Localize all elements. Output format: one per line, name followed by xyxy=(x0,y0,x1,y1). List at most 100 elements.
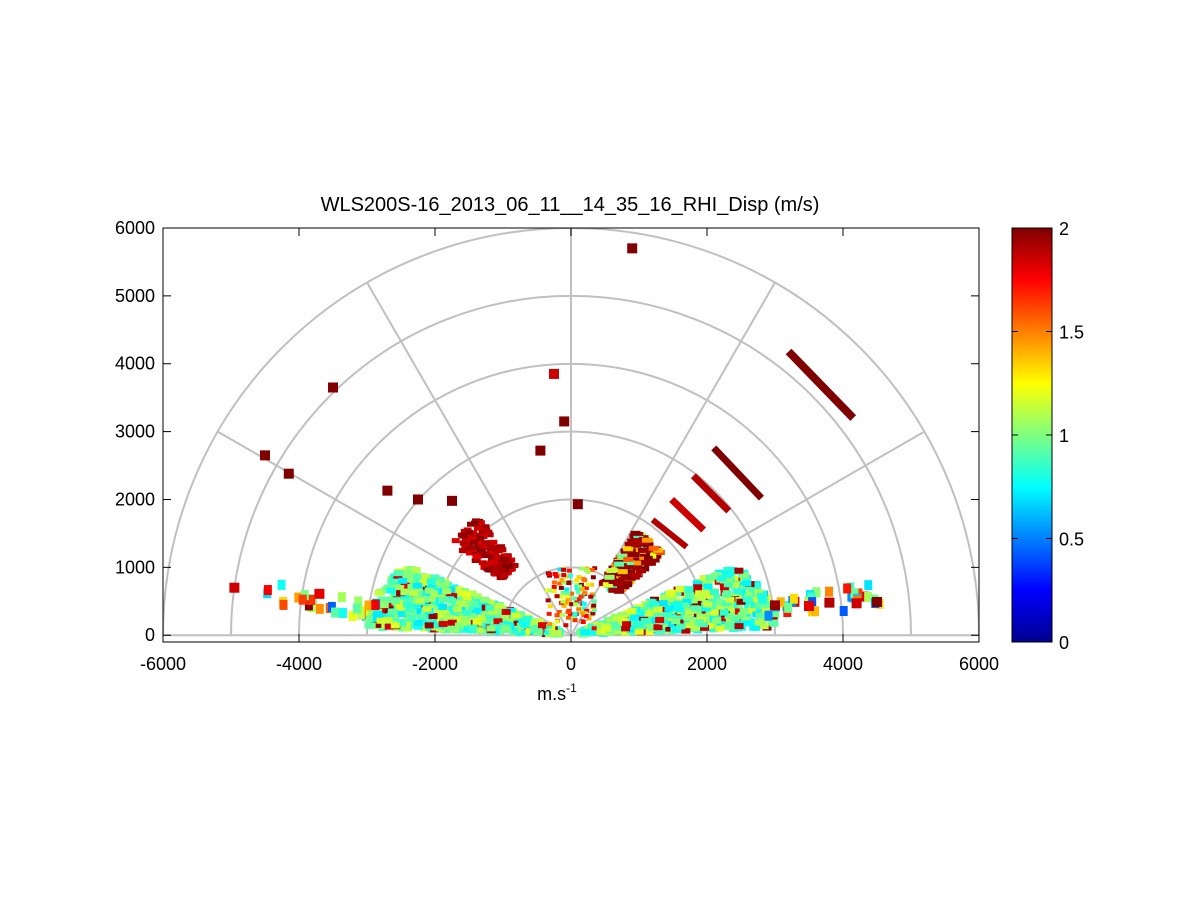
data-cell xyxy=(623,556,634,562)
data-cell xyxy=(476,627,486,634)
data-cell xyxy=(402,601,412,608)
data-cell xyxy=(298,594,307,605)
data-cell xyxy=(750,624,760,631)
x-tick-label: 6000 xyxy=(959,654,999,674)
data-cell xyxy=(468,624,478,631)
x-axis-label-main: m.s xyxy=(537,684,566,704)
data-cell xyxy=(621,625,631,632)
data-cell xyxy=(620,572,631,578)
data-cell xyxy=(641,560,652,566)
data-cell xyxy=(719,609,729,616)
data-cell xyxy=(465,529,474,535)
data-cell xyxy=(479,543,488,549)
data-cell xyxy=(582,611,588,616)
data-cell xyxy=(613,628,623,635)
data-cell xyxy=(580,620,586,625)
data-cell xyxy=(501,624,511,631)
data-cell xyxy=(400,589,410,596)
data-cell xyxy=(404,606,414,613)
data-cell xyxy=(501,608,511,615)
y-tick-label: 6000 xyxy=(115,218,155,238)
streak xyxy=(650,517,689,550)
data-cell xyxy=(294,592,303,603)
data-cell xyxy=(364,622,374,629)
data-cell xyxy=(585,582,591,587)
data-cell xyxy=(575,599,581,604)
data-cell xyxy=(338,607,347,618)
data-cell xyxy=(764,610,773,621)
data-cell xyxy=(404,609,414,616)
data-cell xyxy=(825,586,834,597)
data-cell xyxy=(500,572,509,578)
data-cell xyxy=(758,597,768,604)
data-cell xyxy=(634,628,644,635)
data-cell xyxy=(674,606,684,613)
data-cell xyxy=(674,611,684,618)
y-tick-label: 2000 xyxy=(115,489,155,509)
data-cell xyxy=(509,627,519,634)
data-cell xyxy=(565,598,571,603)
data-cell xyxy=(872,596,882,607)
data-cell xyxy=(471,558,480,564)
data-cell xyxy=(754,601,764,608)
y-tick-label: 3000 xyxy=(115,422,155,442)
data-cell xyxy=(627,538,638,544)
data-cell xyxy=(488,565,497,571)
data-cell xyxy=(495,628,505,635)
data-cell xyxy=(717,575,727,582)
data-cell xyxy=(606,567,617,573)
data-cell xyxy=(445,592,455,599)
data-cell xyxy=(683,614,693,621)
data-cell xyxy=(453,609,463,616)
data-cell xyxy=(740,572,750,579)
data-cell xyxy=(638,547,649,553)
data-cell xyxy=(461,537,470,543)
data-cell xyxy=(716,605,726,612)
data-cell xyxy=(776,597,785,608)
data-cell xyxy=(559,577,565,582)
data-cell xyxy=(565,591,571,596)
data-cell xyxy=(843,583,852,594)
data-cell xyxy=(703,601,713,608)
data-cell xyxy=(426,578,436,585)
data-cell xyxy=(719,584,729,591)
data-cell xyxy=(730,615,740,622)
data-cell xyxy=(572,618,578,623)
data-cell xyxy=(804,601,814,612)
data-cell xyxy=(533,629,543,636)
data-cell xyxy=(422,606,432,613)
data-cell xyxy=(579,611,585,616)
colorbar xyxy=(1011,227,1053,643)
data-cell xyxy=(722,600,732,607)
data-cell xyxy=(462,591,472,598)
data-cell xyxy=(565,574,571,579)
data-cell xyxy=(741,620,751,627)
data-cell xyxy=(709,609,719,616)
data-cell xyxy=(529,622,539,629)
data-cell xyxy=(684,586,694,593)
data-cell xyxy=(412,582,422,589)
data-cell xyxy=(397,610,407,617)
data-cell xyxy=(439,581,449,588)
data-cell xyxy=(520,621,530,628)
data-cell xyxy=(495,547,504,553)
y-tick-label: 5000 xyxy=(115,286,155,306)
data-cell xyxy=(725,596,735,603)
data-cell xyxy=(681,627,691,634)
data-cell xyxy=(372,613,382,620)
data-cell xyxy=(494,559,503,565)
data-cell xyxy=(304,600,313,611)
data-cell xyxy=(503,621,513,628)
data-cell xyxy=(576,575,582,580)
data-cell xyxy=(694,619,704,626)
streak xyxy=(785,348,857,421)
data-cell xyxy=(649,557,660,563)
data-cell xyxy=(421,573,431,580)
data-cell xyxy=(705,622,715,629)
data-cell xyxy=(561,580,567,585)
data-cell xyxy=(560,599,566,604)
data-cell xyxy=(572,611,578,616)
data-cell xyxy=(461,620,471,627)
data-cell xyxy=(260,450,270,461)
data-cell xyxy=(684,608,694,615)
